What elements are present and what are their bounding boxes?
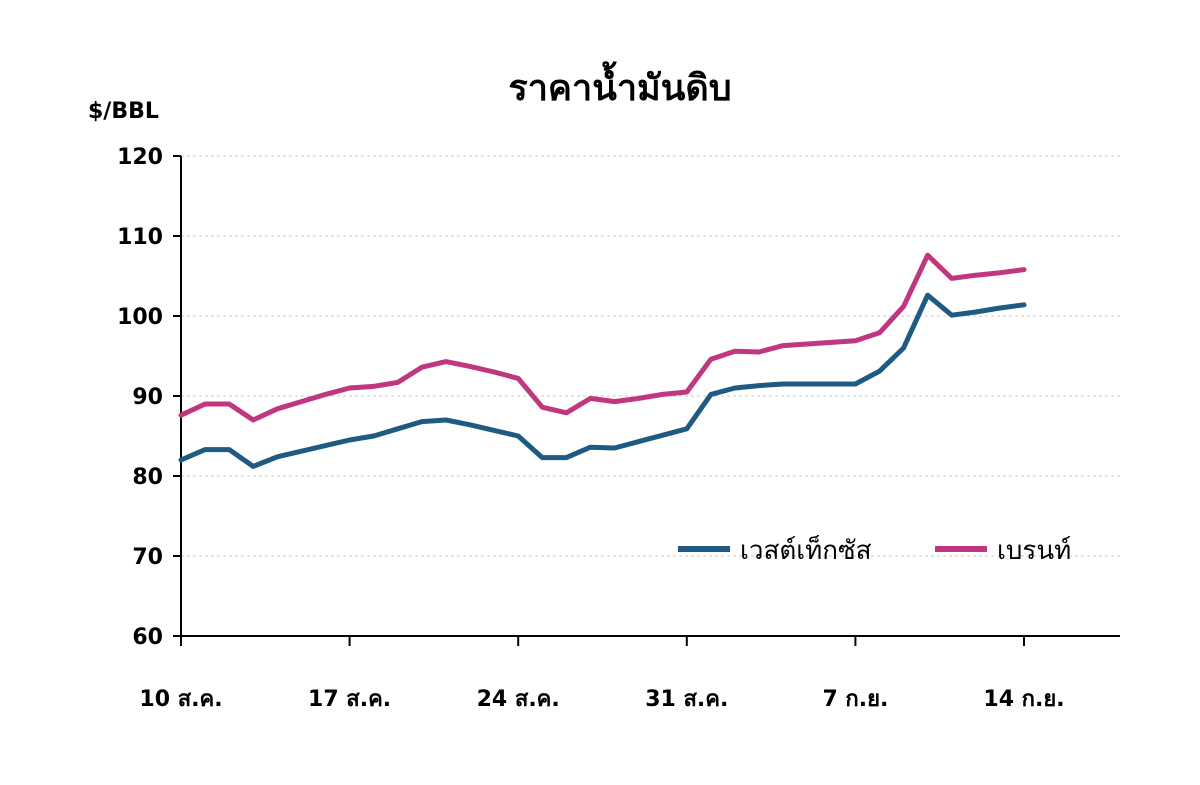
y-tick-label-70: 70 (132, 545, 163, 570)
y-tick-label-110: 110 (117, 225, 163, 250)
y-tick-label-80: 80 (132, 465, 163, 490)
y-tick-label-120: 120 (117, 145, 163, 170)
x-tick-label-1: 17 ส.ค. (308, 687, 391, 712)
x-axis-ticks: 10 ส.ค. 17 ส.ค. 24 ส.ค. 31 ส.ค. 7 ก.ย. 14 ก.ย… (139, 636, 1065, 712)
y-tick-label-60: 60 (132, 625, 163, 650)
x-tick-label-3: 31 ส.ค. (645, 687, 728, 712)
x-tick-label-0: 10 ส.ค. (139, 687, 222, 712)
series-lines (178, 252, 1027, 469)
legend-item-wti: เวสต์เท็กซัส (678, 534, 872, 566)
chart-title: ราคาน้ำมันดิบ (508, 61, 731, 109)
x-tick-label-5: 14 ก.ย. (983, 687, 1064, 712)
legend: เวสต์เท็กซัส เบรนท์ (678, 534, 1071, 566)
y-tick-label-90: 90 (132, 385, 163, 410)
x-tick-label-4: 7 ก.ย. (822, 687, 888, 712)
y-axis-ticks: 60 70 80 90 100 110 120 (117, 145, 181, 650)
series-line-wti (178, 292, 1027, 469)
legend-label-brent: เบรนท์ (997, 536, 1071, 566)
legend-item-brent: เบรนท์ (935, 536, 1071, 566)
legend-label-wti: เวสต์เท็กซัส (740, 534, 872, 566)
gridlines (181, 155, 1120, 557)
series-line-brent (178, 252, 1027, 423)
x-tick-label-2: 24 ส.ค. (477, 687, 560, 712)
y-axis-label: $/BBL (88, 99, 159, 124)
y-tick-label-100: 100 (117, 305, 163, 330)
